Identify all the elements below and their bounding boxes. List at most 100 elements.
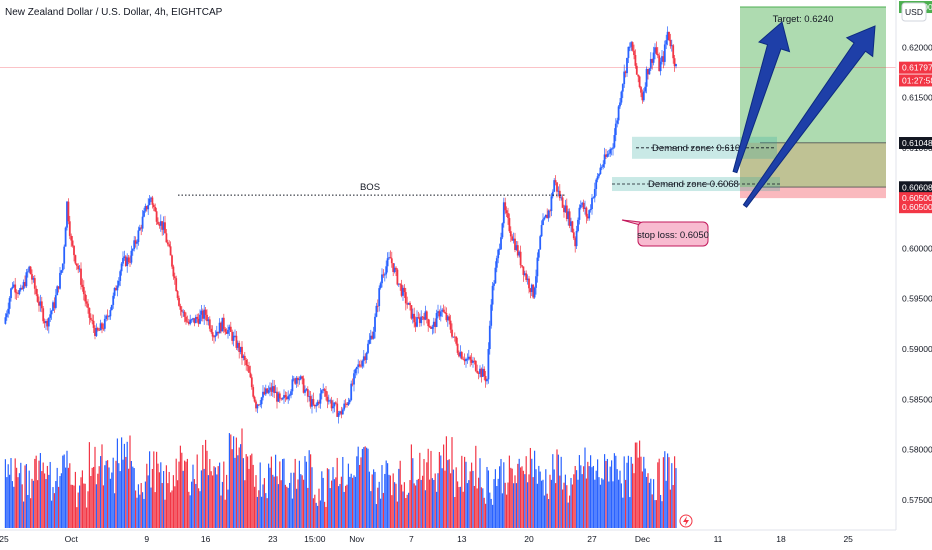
volume-bar — [100, 456, 102, 528]
candle-body — [162, 222, 165, 230]
volume-bar — [511, 468, 513, 528]
candle-body — [392, 263, 395, 272]
target-label: Target: 0.6240 — [773, 14, 834, 25]
volume-bar — [408, 492, 410, 528]
candle-body — [88, 307, 91, 318]
currency-button[interactable]: USD — [901, 2, 927, 22]
volume-bar — [353, 475, 355, 528]
candle-body — [609, 149, 612, 154]
volume-bar — [342, 456, 344, 528]
candle-body — [430, 326, 432, 329]
candle-body — [102, 328, 105, 330]
volume-bar — [143, 498, 145, 528]
candle-body — [313, 404, 316, 407]
candle-body — [501, 223, 504, 238]
candle-body — [593, 189, 596, 198]
volume-bar — [343, 491, 345, 528]
volume-bar — [549, 474, 551, 528]
candle-body — [227, 329, 229, 334]
volume-bar — [241, 428, 243, 528]
candle-body — [368, 339, 371, 344]
y-tick-label: 0.62000 — [902, 42, 932, 52]
x-tick-label: 13 — [457, 534, 467, 544]
candle-body — [8, 298, 11, 309]
volume-bar — [473, 485, 475, 528]
volume-bar — [444, 470, 446, 528]
volume-bar — [56, 467, 58, 528]
candle-body — [84, 294, 87, 302]
volume-bar — [326, 468, 328, 528]
volume-bar — [469, 471, 471, 528]
candle-body — [581, 202, 584, 205]
candle-body — [616, 120, 619, 124]
x-tick-label: 18 — [776, 534, 786, 544]
volume-bar — [184, 460, 186, 528]
candle-body — [537, 249, 540, 258]
volume-bar — [573, 474, 575, 528]
candle-body — [645, 68, 648, 87]
volume-bar — [161, 483, 163, 528]
candle-body — [312, 399, 315, 405]
volume-bar — [340, 476, 342, 528]
candle-body — [91, 319, 94, 321]
volume-bar — [465, 461, 467, 528]
candle-body — [536, 257, 539, 277]
candle-body — [540, 225, 543, 237]
candle-body — [182, 311, 185, 313]
candle-body — [568, 211, 571, 226]
candle-body — [298, 379, 301, 381]
volume-bar — [59, 476, 61, 528]
candle-body — [256, 404, 259, 409]
candle-body — [59, 272, 61, 289]
volume-bar — [338, 486, 340, 528]
candle-body — [634, 55, 637, 66]
volume-bar — [413, 483, 415, 528]
candle-body — [322, 389, 325, 391]
volume-bar — [74, 471, 76, 528]
volume-bar — [126, 441, 128, 528]
candle-body — [238, 342, 241, 353]
candle-body — [57, 286, 60, 289]
candle-body — [344, 403, 347, 405]
time-axis[interactable]: 25 Oct 9 16 23 15:00 Nov 7 13 20 27 Dec 11 18 25 — [0, 534, 853, 544]
candle-body — [563, 207, 565, 213]
candle-body — [186, 321, 189, 323]
volume-bar — [674, 456, 676, 528]
candle-body — [108, 316, 110, 318]
volume-bar — [580, 465, 582, 528]
candle-body — [136, 242, 138, 244]
candle-body — [353, 373, 355, 385]
volume-bar — [20, 462, 22, 528]
price-badge-bg — [899, 137, 932, 150]
candle-body — [508, 218, 511, 232]
volume-bar — [314, 494, 316, 528]
candle-body — [365, 352, 368, 360]
candle-body — [343, 403, 346, 410]
candle-body — [151, 197, 154, 205]
candle-body — [315, 405, 318, 407]
candle-body — [277, 393, 280, 402]
candle-body — [52, 302, 54, 311]
candle-body — [284, 395, 287, 398]
replay-icon[interactable] — [679, 514, 693, 528]
candle-body — [176, 291, 179, 298]
candle-body — [110, 304, 113, 311]
volume-bar — [356, 456, 358, 528]
candle-body — [516, 245, 519, 256]
volume-bar — [172, 475, 174, 528]
volume-bar — [192, 464, 194, 528]
volume-bar — [380, 498, 382, 528]
price-badge-bg — [899, 192, 932, 205]
volume-bar — [349, 476, 351, 528]
candle-body — [673, 58, 676, 67]
volume-bar — [272, 474, 274, 528]
volume-bar — [171, 490, 173, 528]
candle-body — [437, 311, 439, 314]
candle-body — [610, 148, 613, 150]
candle-body — [200, 310, 203, 315]
candle-body — [208, 319, 211, 329]
volume-bar — [300, 474, 302, 528]
candle-body — [355, 367, 358, 370]
candle-body — [542, 219, 544, 226]
